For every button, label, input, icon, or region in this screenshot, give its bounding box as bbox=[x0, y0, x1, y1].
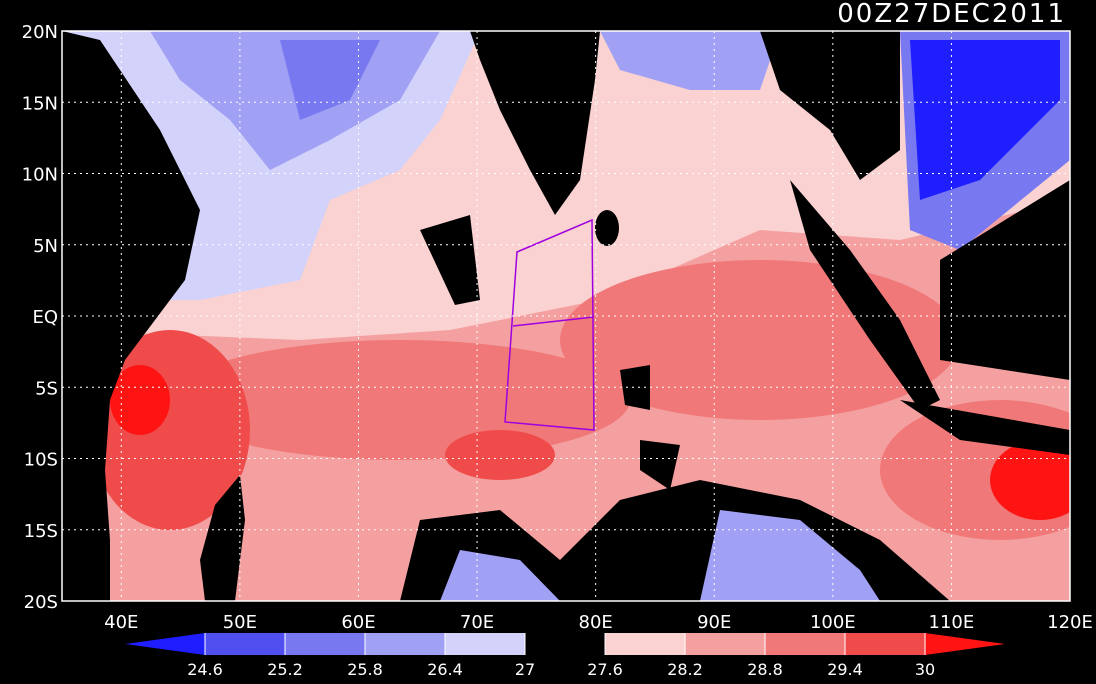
field-arabian-sea-cool bbox=[150, 31, 440, 170]
colorbar-segment bbox=[365, 633, 445, 655]
x-tick-label: 70E bbox=[460, 612, 494, 633]
colorbar-segment bbox=[285, 633, 365, 655]
colorbar-label: 24.6 bbox=[187, 660, 223, 679]
x-tick-label: 100E bbox=[810, 612, 856, 633]
region-box bbox=[504, 218, 595, 431]
y-tick-label: 15S bbox=[24, 521, 58, 542]
colorbar-label: 27 bbox=[515, 660, 535, 679]
land-sumatra bbox=[790, 180, 940, 410]
field-south-cool bbox=[440, 510, 880, 601]
colorbar-segment bbox=[685, 633, 765, 655]
y-tick-label: EQ bbox=[32, 307, 58, 328]
y-tick-label: 20S bbox=[24, 592, 58, 613]
x-tick-label: 40E bbox=[104, 612, 138, 633]
colorbar-arrow bbox=[125, 633, 205, 655]
land-java bbox=[900, 400, 1070, 455]
x-tick-label: 110E bbox=[929, 612, 975, 633]
land-indochina bbox=[760, 31, 900, 180]
colorbar-label: 28.2 bbox=[667, 660, 703, 679]
colorbar-label: 27.6 bbox=[587, 660, 623, 679]
y-tick-label: 15N bbox=[22, 93, 58, 114]
x-tick-label: 90E bbox=[697, 612, 731, 633]
colorbar-arrow bbox=[925, 633, 1005, 655]
field-bay-north bbox=[600, 31, 780, 90]
x-tick-label: 60E bbox=[341, 612, 375, 633]
colorbar-segment bbox=[525, 633, 605, 655]
colorbar-label: 30 bbox=[915, 660, 935, 679]
colorbar-segment bbox=[445, 633, 525, 655]
field-warm bbox=[170, 340, 630, 460]
field-hot bbox=[445, 430, 555, 480]
sst-field bbox=[62, 31, 1070, 601]
field-cool-patch bbox=[420, 215, 680, 490]
land-borneo bbox=[940, 180, 1070, 380]
y-tick-label: 10S bbox=[24, 450, 58, 471]
y-tick-label: 10N bbox=[22, 165, 58, 186]
map-title: 00Z27DEC2011 bbox=[837, 0, 1066, 29]
colorbar-label: 25.8 bbox=[347, 660, 383, 679]
colorbar-segment bbox=[765, 633, 845, 655]
y-tick-label: 20N bbox=[22, 22, 58, 43]
x-tick-label: 50E bbox=[223, 612, 257, 633]
x-tick-label: 120E bbox=[1047, 612, 1093, 633]
land-india bbox=[470, 31, 600, 215]
x-tick-label: 80E bbox=[579, 612, 613, 633]
field-hot bbox=[990, 440, 1070, 520]
field-arabian-sea-coolest bbox=[280, 40, 380, 120]
colorbar-segment bbox=[845, 633, 925, 655]
colorbar-label: 26.4 bbox=[427, 660, 463, 679]
colorbar-label: 29.4 bbox=[827, 660, 863, 679]
colorbar-label: 28.8 bbox=[747, 660, 783, 679]
grid bbox=[62, 30, 1071, 602]
land-sri-lanka bbox=[595, 210, 619, 246]
field-south-china-sea-cold bbox=[910, 40, 1060, 200]
y-tick-label: 5S bbox=[35, 378, 58, 399]
field-hot bbox=[110, 365, 170, 435]
colorbar-segment bbox=[605, 633, 685, 655]
land-madagascar bbox=[200, 475, 245, 601]
colorbar-label: 25.2 bbox=[267, 660, 303, 679]
colorbar-segment bbox=[205, 633, 285, 655]
y-tick-label: 5N bbox=[33, 236, 58, 257]
